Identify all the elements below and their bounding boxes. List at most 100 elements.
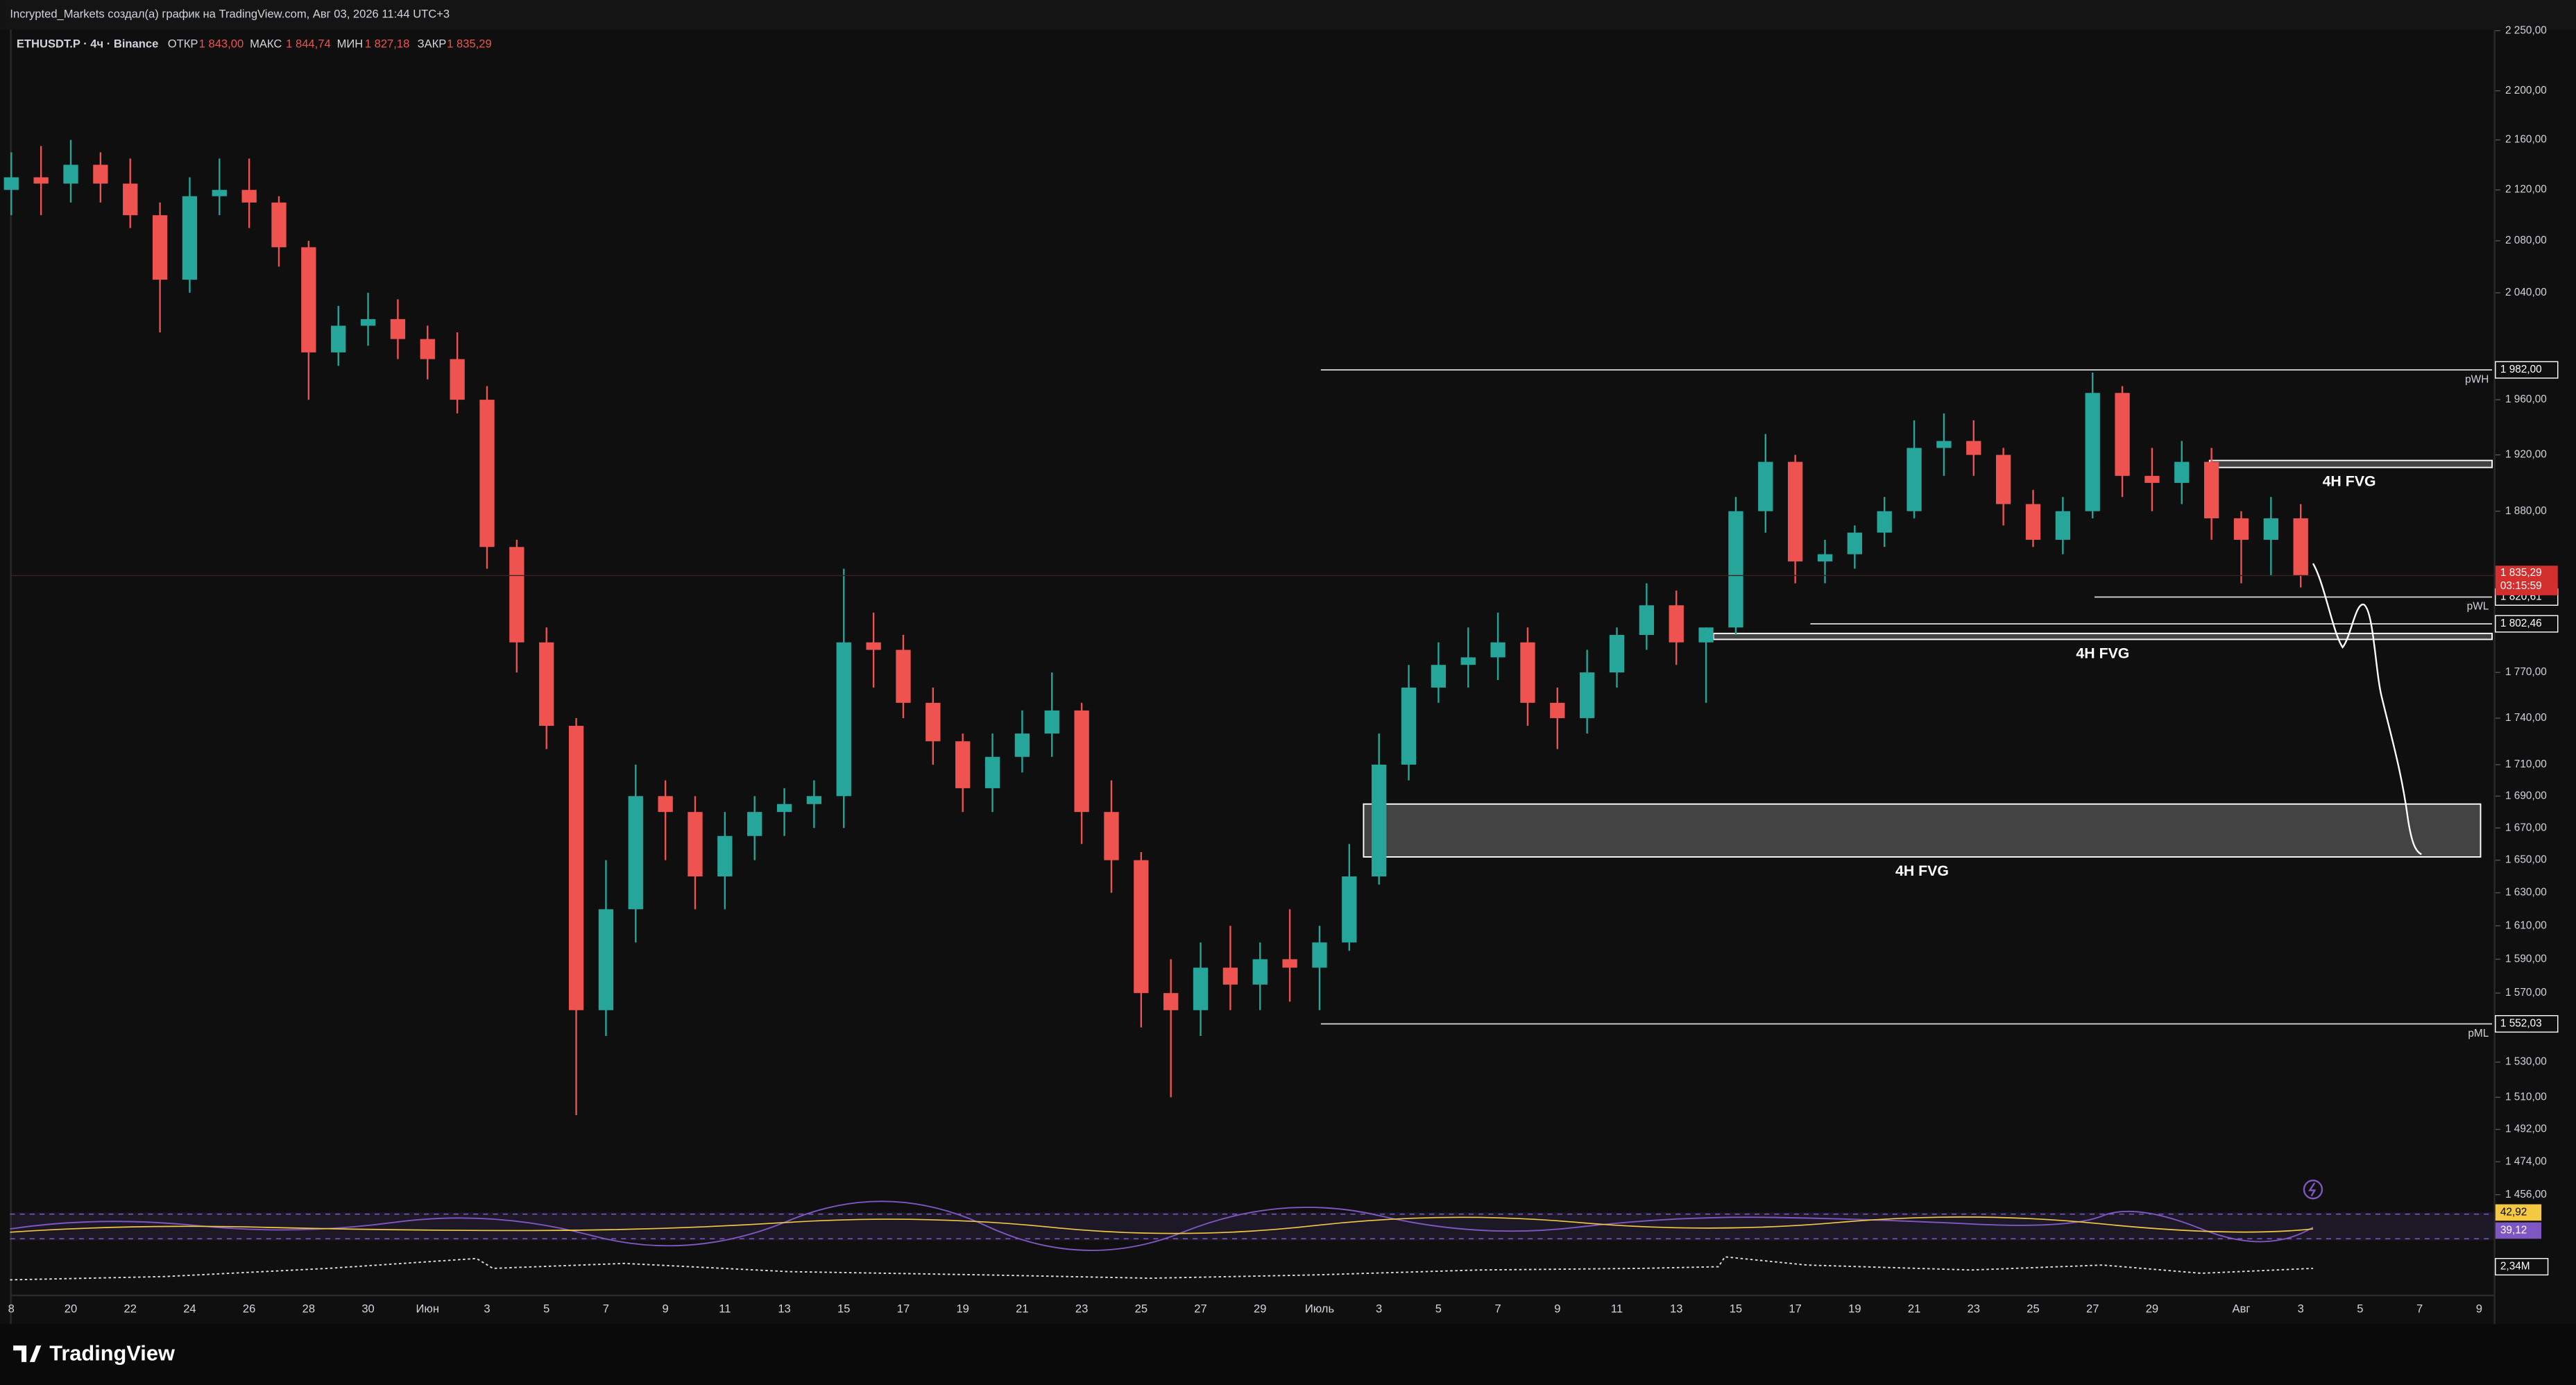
logo-mark [13,1345,42,1362]
x-tick-label: 9 [2476,1302,2482,1315]
rsi-line [10,1200,2314,1251]
x-tick-label: 13 [778,1302,790,1315]
candle-body [1252,959,1268,985]
x-tick-label: 8 [8,1302,15,1315]
x-tick-label: 5 [2357,1302,2363,1315]
rsi-tag [2495,1204,2542,1221]
candle-body [688,812,703,877]
legend-field-name: МИН [337,37,364,50]
x-tick-label: 26 [243,1302,255,1315]
candle-body [301,247,316,352]
legend-field-value: 1 827,18 [365,37,409,50]
candle-body [1609,635,1625,673]
y-tick-label: 1 650,00 [2505,854,2547,866]
rsi-tag-label: 39,12 [2500,1224,2527,1236]
candle-body [420,339,435,359]
candle-body [450,359,465,400]
candle-body [539,642,554,727]
candle-body [93,164,108,184]
candle-body [2085,393,2100,511]
level-name: pML [2468,1028,2489,1039]
candle-body [628,796,643,910]
x-tick-label: 5 [1435,1302,1442,1315]
x-tick-label: 7 [1494,1302,1501,1315]
fvg-zone [1712,632,2493,640]
x-tick-label: 20 [65,1302,77,1315]
candle-body [1134,860,1149,994]
x-tick-label: 7 [2416,1302,2423,1315]
y-tick-label: 1 570,00 [2505,987,2547,999]
price-tag [2495,361,2559,379]
candle-body [1104,812,1119,860]
price-axis-pane [2493,0,2576,1325]
price-tag-label: 1 982,00 [2500,364,2542,375]
candle-body [747,812,762,836]
candle-body [2293,518,2308,576]
x-tick-label: 29 [1254,1302,1266,1315]
y-tick-label: 1 492,00 [2505,1123,2547,1135]
price-tag [2495,1015,2559,1033]
x-tick-label: 9 [663,1302,669,1315]
level-name: pWH [2465,373,2489,385]
x-tick-label: 19 [956,1302,969,1315]
candle-body [568,726,584,1010]
candle-body [1193,967,1209,1010]
candle-body [2263,518,2279,540]
candle-body [1312,942,1327,968]
x-tick-label: 24 [183,1302,196,1315]
plot-area [3,139,2494,1115]
candle-body [33,177,49,184]
brand: TradingView [49,1341,175,1365]
candle-body [1728,511,1743,628]
rsi-tag-label: 42,92 [2500,1206,2527,1218]
price-tag-label: 1 802,46 [2500,618,2542,629]
fvg-zone [2208,459,2493,468]
candle-body [63,164,78,184]
candle-body [1222,967,1238,985]
x-tick-label: 15 [837,1302,850,1315]
x-tick-label: 11 [719,1302,731,1315]
candle-body [2055,511,2071,540]
candle-body [717,835,733,877]
x-tick-label: 17 [897,1302,910,1315]
y-tick-label: 2 250,00 [2505,24,2547,36]
y-tick-label: 1 710,00 [2505,758,2547,770]
candle-body [866,642,881,650]
y-tick-label: 1 670,00 [2505,822,2547,833]
candle-body [896,649,911,703]
candle-body [1995,454,2011,504]
candle-body [390,318,406,339]
fvg-label: 4H FVG [2076,645,2129,661]
y-tick-label: 1 474,00 [2505,1155,2547,1167]
alert-icon[interactable] [2303,1180,2323,1200]
x-tick-label: 3 [1376,1302,1382,1315]
candle-body [479,400,495,547]
legend-field-value: 1 844,74 [286,37,330,50]
candle-body [2025,504,2041,540]
footer [0,1324,2576,1385]
y-tick-label: 2 120,00 [2505,184,2547,196]
candle-body [806,796,822,804]
alert-icon-bolt [2308,1182,2317,1197]
candle-body [182,196,198,280]
candle-body [658,796,673,813]
level-name: pWL [2467,601,2489,613]
x-tick-label: 9 [1554,1302,1560,1315]
candle-body [2203,461,2219,518]
candle-body [955,741,971,788]
candle-body [1520,642,1535,703]
y-tick-label: 1 610,00 [2505,919,2547,931]
candle-body [2233,518,2249,540]
fvg-label: 4H FVG [1895,863,1949,879]
x-tick-label: 25 [2027,1302,2039,1315]
candle-body [1580,672,1595,718]
x-tick-label: 5 [543,1302,549,1315]
candle-body [152,215,168,280]
price-tag [2495,615,2559,633]
y-tick-label: 1 630,00 [2505,887,2547,899]
candle-body [1074,710,1089,813]
x-tick-label: 15 [1730,1302,1742,1315]
candle-body [1044,710,1059,734]
attribution: Incrypted_Markets создал(а) график на Tr… [10,8,450,21]
